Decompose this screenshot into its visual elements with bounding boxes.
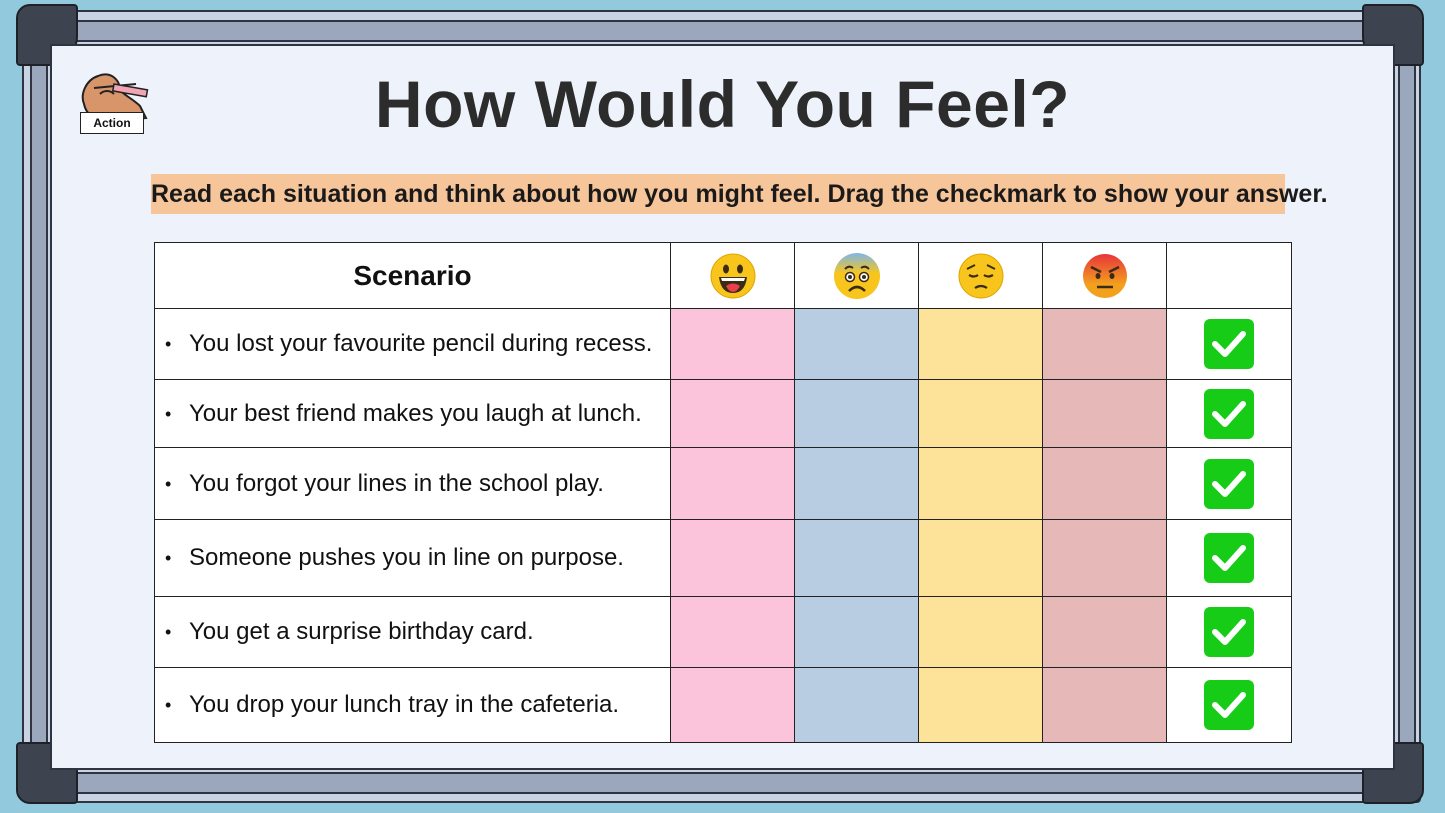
scenario-cell: • Your best friend makes you laugh at lun… bbox=[154, 379, 671, 448]
table-row: • Someone pushes you in line on purpose. bbox=[154, 519, 1292, 597]
checkmark-icon bbox=[1212, 331, 1246, 357]
frame-rail-bottom bbox=[40, 772, 1405, 794]
bullet: • bbox=[165, 622, 172, 643]
frame-corner bbox=[16, 4, 78, 66]
checkmark-icon bbox=[1212, 692, 1246, 718]
scenario-text: You drop your lunch tray in the cafeteri… bbox=[189, 691, 620, 718]
scenario-cell: • You drop your lunch tray in the cafeter… bbox=[154, 667, 671, 743]
happy-drop-zone[interactable] bbox=[670, 519, 795, 597]
checkmark-cell bbox=[1166, 667, 1292, 743]
draggable-checkmark[interactable] bbox=[1204, 388, 1254, 439]
happy-drop-zone[interactable] bbox=[670, 447, 795, 520]
draggable-checkmark[interactable] bbox=[1204, 458, 1254, 509]
bullet: • bbox=[165, 403, 172, 424]
sad-face-icon bbox=[918, 242, 1043, 309]
anxious-drop-zone[interactable] bbox=[794, 447, 919, 520]
page-title: How Would You Feel? bbox=[374, 67, 1071, 141]
sad-drop-zone[interactable] bbox=[918, 379, 1043, 448]
checkmark-cell bbox=[1166, 447, 1292, 520]
happy-drop-zone[interactable] bbox=[670, 379, 795, 448]
table-row: • You drop your lunch tray in the cafeter… bbox=[154, 667, 1292, 743]
sad-drop-zone[interactable] bbox=[918, 596, 1043, 668]
anxious-drop-zone[interactable] bbox=[794, 379, 919, 448]
angry-drop-zone[interactable] bbox=[1042, 667, 1167, 743]
bullet: • bbox=[165, 695, 172, 716]
bullet: • bbox=[165, 548, 172, 569]
scenario-cell: • You get a surprise birthday card. bbox=[154, 596, 671, 668]
checkmark-cell bbox=[1166, 379, 1292, 448]
draggable-checkmark[interactable] bbox=[1204, 533, 1254, 583]
frame-rail-top bbox=[40, 20, 1405, 42]
angry-drop-zone[interactable] bbox=[1042, 596, 1167, 668]
happy-drop-zone[interactable] bbox=[670, 308, 795, 380]
scenario-cell: • You lost your favourite pencil during r… bbox=[154, 308, 671, 380]
instruction-banner: Read each situation and think about how … bbox=[151, 174, 1328, 214]
frame-rail-right bbox=[1398, 40, 1416, 775]
bullet: • bbox=[165, 334, 172, 355]
scenario-column-header: Scenario bbox=[154, 242, 671, 309]
frame-rail-left bbox=[30, 40, 48, 775]
anxious-drop-zone[interactable] bbox=[794, 308, 919, 380]
happy-drop-zone[interactable] bbox=[670, 667, 795, 743]
anxious-drop-zone[interactable] bbox=[794, 667, 919, 743]
angry-drop-zone[interactable] bbox=[1042, 519, 1167, 597]
feelings-table: Scenario bbox=[154, 242, 1292, 743]
checkmark-icon bbox=[1212, 545, 1246, 571]
scenario-text: Your best friend makes you laugh at lunc… bbox=[189, 399, 642, 427]
bullet: • bbox=[165, 473, 172, 494]
happy-face-icon bbox=[670, 242, 795, 309]
hand-writing-icon bbox=[81, 73, 149, 124]
anxious-face-icon bbox=[794, 242, 919, 309]
table-row: • Your best friend makes you laugh at lun… bbox=[154, 379, 1292, 448]
table-row: • You lost your favourite pencil during r… bbox=[154, 308, 1292, 380]
anxious-drop-zone[interactable] bbox=[794, 519, 919, 597]
checkmark-column-header bbox=[1166, 242, 1292, 309]
angry-drop-zone[interactable] bbox=[1042, 379, 1167, 448]
checkmark-icon bbox=[1212, 470, 1246, 497]
scenario-text: You lost your favourite pencil during re… bbox=[189, 330, 653, 357]
checkmark-icon bbox=[1212, 619, 1246, 645]
frame-corner bbox=[16, 742, 78, 804]
draggable-checkmark[interactable] bbox=[1204, 607, 1254, 657]
checkmark-cell bbox=[1166, 308, 1292, 380]
anxious-drop-zone[interactable] bbox=[794, 596, 919, 668]
action-badge: Action bbox=[70, 66, 160, 142]
scenario-cell: • You forgot your lines in the school pla… bbox=[154, 447, 671, 520]
checkmark-icon bbox=[1212, 400, 1246, 427]
table-header-row: Scenario bbox=[154, 242, 1292, 309]
table-row: • You get a surprise birthday card. bbox=[154, 596, 1292, 668]
sad-drop-zone[interactable] bbox=[918, 519, 1043, 597]
action-label: Action bbox=[80, 112, 144, 134]
happy-drop-zone[interactable] bbox=[670, 596, 795, 668]
sad-drop-zone[interactable] bbox=[918, 308, 1043, 380]
angry-drop-zone[interactable] bbox=[1042, 308, 1167, 380]
table-row: • You forgot your lines in the school pla… bbox=[154, 447, 1292, 520]
scenario-text: You forgot your lines in the school play… bbox=[189, 469, 604, 497]
scenario-text: You get a surprise birthday card. bbox=[189, 618, 534, 645]
sad-drop-zone[interactable] bbox=[918, 667, 1043, 743]
draggable-checkmark[interactable] bbox=[1204, 319, 1254, 369]
scenario-cell: • Someone pushes you in line on purpose. bbox=[154, 519, 671, 597]
draggable-checkmark[interactable] bbox=[1204, 680, 1254, 730]
checkmark-cell bbox=[1166, 519, 1292, 597]
angry-face-icon bbox=[1042, 242, 1167, 309]
checkmark-cell bbox=[1166, 596, 1292, 668]
scenario-text: Someone pushes you in line on purpose. bbox=[189, 544, 624, 571]
angry-drop-zone[interactable] bbox=[1042, 447, 1167, 520]
sad-drop-zone[interactable] bbox=[918, 447, 1043, 520]
